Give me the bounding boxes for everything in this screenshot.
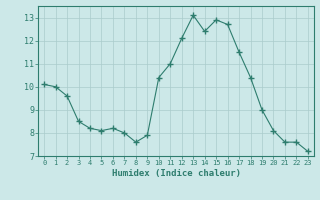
X-axis label: Humidex (Indice chaleur): Humidex (Indice chaleur) bbox=[111, 169, 241, 178]
